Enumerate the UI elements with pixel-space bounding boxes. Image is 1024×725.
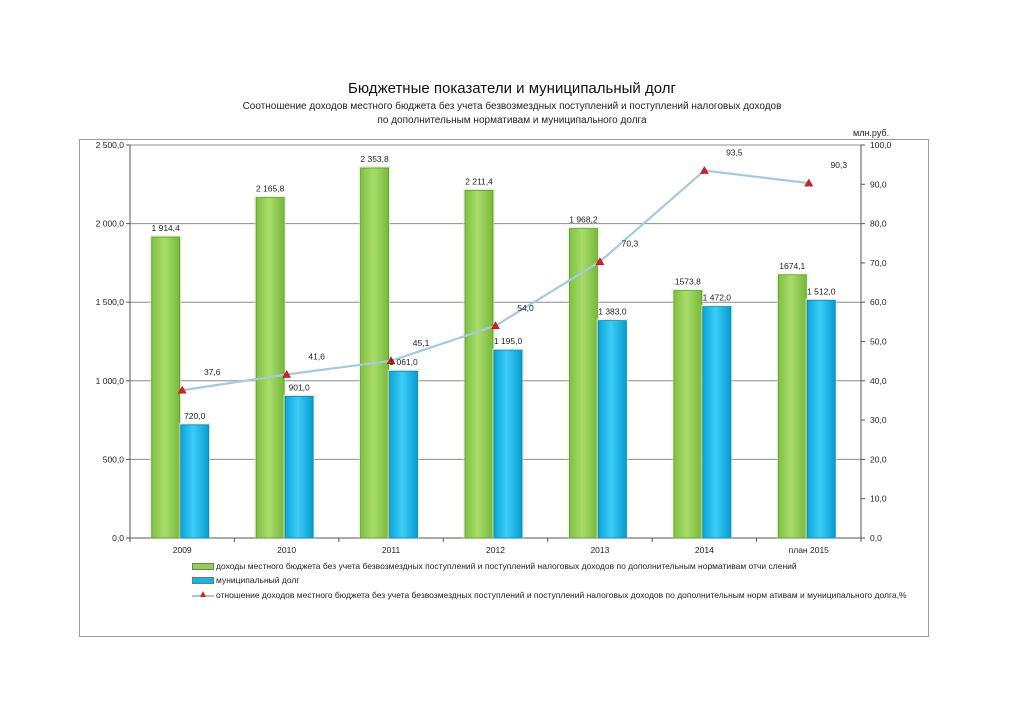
legend-item-debt: муниципальный долг [192, 575, 299, 585]
legend-item-revenue: доходы местного бюджета без учета безвоз… [192, 561, 797, 571]
chart-title: Бюджетные показатели и муниципальный дол… [348, 80, 676, 97]
y-left-tick-label: 1 000,0 [96, 376, 125, 386]
bar-revenue [777, 274, 807, 539]
x-tick-label: 2013 [590, 545, 609, 555]
x-tick-label: план 2015 [789, 545, 830, 555]
y-right-tick-label: 0,0 [870, 533, 882, 543]
y-right-tick-label: 30,0 [870, 415, 887, 425]
data-label-revenue: 2 211,4 [465, 176, 493, 186]
x-tick-label: 2012 [486, 545, 505, 555]
data-label-ratio: 37,6 [204, 367, 221, 377]
data-label-revenue: 2 353,8 [360, 154, 389, 164]
bar-revenue [673, 290, 703, 539]
legend-item-ratio: отношение доходов местного бюджета без у… [192, 590, 907, 600]
data-label-ratio: 45,1 [413, 338, 430, 348]
y-right-tick-label: 10,0 [870, 494, 887, 504]
bar-debt [180, 424, 210, 539]
data-label-debt: 1 195,0 [494, 336, 523, 346]
y-left-tick-label: 0,0 [112, 533, 124, 543]
y-left-tick-label: 500,0 [103, 454, 125, 464]
ratio-marker [491, 321, 500, 330]
bar-revenue [360, 167, 389, 539]
data-label-debt: 1 061,0 [389, 357, 418, 367]
bar-debt [389, 370, 418, 539]
y-right-tick-label: 50,0 [870, 337, 887, 347]
legend-swatch-line [192, 591, 214, 599]
legend-label-revenue: доходы местного бюджета без учета безвоз… [216, 561, 797, 571]
unit-label: млн.руб. [853, 128, 890, 138]
chart-subtitle-line1: Соотношение доходов местного бюджета без… [242, 101, 782, 112]
data-label-ratio: 90,3 [831, 160, 848, 170]
ratio-marker [386, 356, 396, 365]
y-right-tick-label: 100,0 [870, 140, 892, 150]
data-label-revenue: 1 914,4 [152, 223, 181, 233]
data-label-ratio: 70,3 [622, 239, 639, 249]
bar-debt [598, 320, 627, 539]
bar-debt [493, 349, 523, 539]
x-tick-label: 2011 [382, 545, 401, 555]
ratio-marker [595, 257, 605, 265]
chart-frame [79, 139, 929, 637]
y-right-tick-label: 60,0 [870, 297, 887, 307]
bar-revenue [464, 189, 494, 539]
legend-label-ratio: отношение доходов местного бюджета без у… [216, 590, 907, 600]
bar-revenue [151, 236, 181, 539]
data-label-debt: 720,0 [184, 411, 206, 421]
data-label-ratio: 93,5 [726, 148, 743, 158]
legend-swatch-blue [192, 577, 214, 585]
data-label-debt: 1 472,0 [703, 293, 732, 303]
ratio-marker [282, 370, 292, 378]
data-label-revenue: 1674,1 [779, 261, 805, 271]
data-label-revenue: 1 968,2 [569, 215, 598, 225]
data-label-revenue: 1573,8 [675, 277, 701, 287]
y-right-tick-label: 80,0 [870, 219, 887, 229]
y-left-tick-label: 1 500,0 [96, 297, 125, 307]
data-label-revenue: 2 165,8 [256, 184, 285, 194]
data-label-debt: 1 512,0 [807, 286, 836, 296]
x-tick-label: 2009 [173, 545, 192, 555]
bar-revenue [569, 228, 598, 539]
legend-swatch-green [192, 563, 214, 571]
y-left-tick-label: 2 500,0 [96, 140, 125, 150]
data-label-debt: 901,0 [289, 382, 311, 392]
y-right-tick-label: 20,0 [870, 454, 887, 464]
data-label-ratio: 41,6 [308, 352, 325, 362]
y-right-tick-label: 70,0 [870, 258, 887, 268]
bar-debt [284, 395, 314, 539]
ratio-marker [699, 166, 709, 174]
y-right-tick-label: 90,0 [870, 179, 887, 189]
chart-subtitle-line2: по дополнительным нормативам и муниципал… [377, 115, 647, 126]
y-left-tick-label: 2 000,0 [96, 219, 125, 229]
bar-debt [806, 299, 836, 539]
data-label-debt: 1 383,0 [598, 307, 627, 317]
y-right-tick-label: 40,0 [870, 376, 887, 386]
ratio-marker [804, 178, 814, 187]
legend-label-debt: муниципальный долг [216, 575, 300, 585]
bar-revenue [255, 197, 285, 539]
ratio-marker [177, 385, 187, 394]
bar-debt [702, 306, 732, 539]
data-label-ratio: 54,0 [517, 303, 534, 313]
x-tick-label: 2010 [277, 545, 296, 555]
x-tick-label: 2014 [695, 545, 714, 555]
